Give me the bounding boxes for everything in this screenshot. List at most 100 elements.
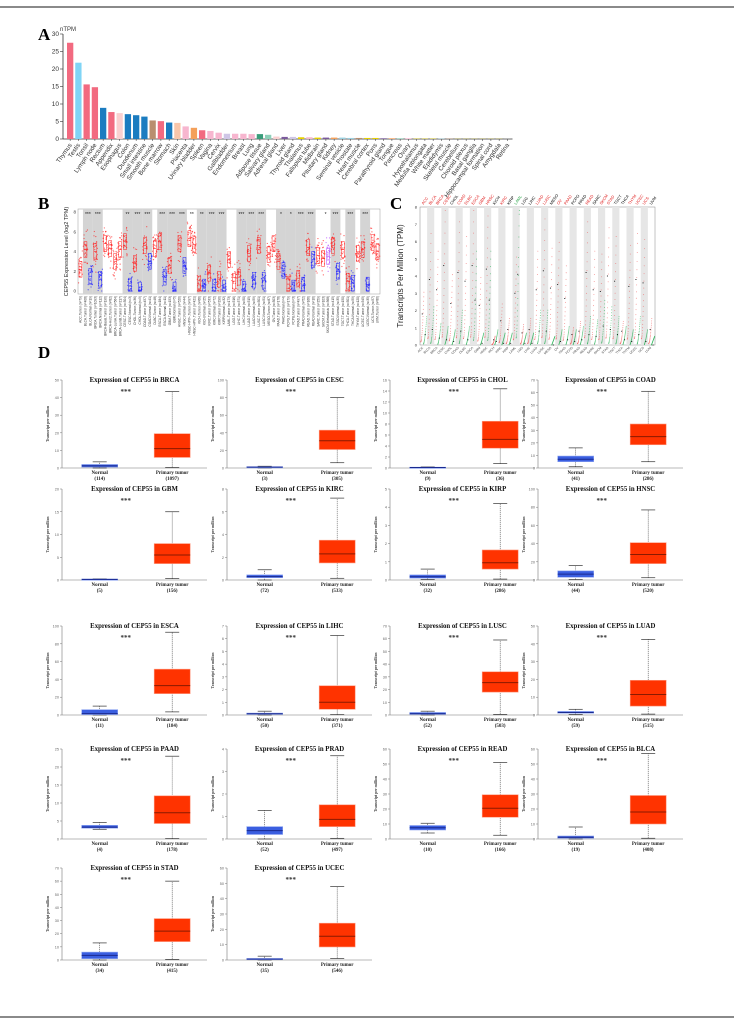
tumor-point bbox=[534, 334, 536, 335]
tumor-box bbox=[629, 423, 667, 446]
tumor-point bbox=[564, 326, 565, 328]
y-tick-label: 0 bbox=[222, 714, 224, 718]
tumor-point bbox=[628, 321, 630, 323]
pair-shading bbox=[360, 209, 371, 294]
significance-marker: *** bbox=[286, 388, 297, 396]
data-point bbox=[257, 248, 260, 251]
y-tick-label: 0 bbox=[55, 136, 59, 143]
tumor-point bbox=[421, 338, 422, 340]
group-label: LGG.Tumor (n=516) bbox=[232, 296, 236, 325]
pair-shading bbox=[276, 209, 286, 294]
data-point bbox=[115, 254, 117, 256]
normal-point bbox=[624, 337, 625, 339]
bar-vagina bbox=[207, 130, 214, 139]
tumor-point bbox=[436, 314, 438, 316]
tumor-point bbox=[430, 252, 432, 254]
data-point bbox=[202, 285, 204, 287]
data-point bbox=[170, 255, 173, 258]
tumor-point bbox=[644, 238, 646, 240]
normal-point bbox=[467, 336, 469, 338]
tumor-point bbox=[578, 339, 580, 341]
data-point bbox=[164, 281, 166, 283]
tumor-point bbox=[437, 258, 439, 260]
y-tick-label: 2 bbox=[73, 269, 76, 274]
normal-point bbox=[439, 335, 440, 337]
tumor-group-label: Primary tumor bbox=[156, 963, 189, 968]
tumor-sample-count: (520) bbox=[643, 589, 654, 594]
normal-point bbox=[546, 328, 548, 330]
data-point bbox=[372, 246, 374, 248]
column-shading bbox=[498, 207, 506, 345]
data-point bbox=[108, 256, 110, 259]
data-point bbox=[351, 279, 353, 281]
data-point bbox=[208, 271, 210, 274]
y-tick-label: 50 bbox=[531, 763, 535, 767]
tumor-point bbox=[543, 259, 545, 261]
data-point bbox=[173, 285, 175, 288]
normal-point bbox=[617, 326, 619, 328]
y-tick-label: 5 bbox=[55, 119, 59, 126]
data-point bbox=[263, 269, 266, 272]
tumor-point bbox=[551, 247, 553, 249]
normal-point bbox=[432, 315, 434, 316]
tumor-point bbox=[628, 296, 630, 298]
data-point bbox=[220, 274, 222, 276]
tumor-point bbox=[421, 337, 423, 339]
panel-label-d: D bbox=[38, 343, 50, 362]
data-point bbox=[282, 275, 284, 277]
tumor-point bbox=[573, 326, 574, 328]
group-label: DLBC.Tumor (n=48) bbox=[153, 296, 157, 325]
tumor-point bbox=[423, 291, 425, 293]
y-tick-label: 15 bbox=[52, 84, 60, 91]
tumor-box bbox=[481, 671, 519, 693]
y-axis-title: Transcript per million bbox=[46, 405, 50, 442]
tumor-point bbox=[543, 304, 544, 306]
normal-point bbox=[440, 322, 442, 324]
tumor-point bbox=[442, 329, 444, 331]
group-label: ESCA.Tumor (n=184) bbox=[158, 296, 162, 327]
normal-group-label: Normal bbox=[92, 471, 109, 476]
y-tick-label: 3 bbox=[415, 291, 418, 296]
tumor-point bbox=[629, 269, 631, 271]
normal-point bbox=[446, 334, 448, 336]
tumor-point bbox=[621, 339, 622, 341]
tumor-point bbox=[593, 310, 594, 312]
data-point bbox=[192, 234, 194, 236]
group-label: SARC.Tumor (n=259) bbox=[316, 296, 320, 327]
tumor-point bbox=[472, 253, 474, 255]
normal-point bbox=[631, 336, 633, 338]
tumor-point bbox=[544, 239, 546, 241]
data-point bbox=[262, 277, 264, 279]
tumor-point bbox=[464, 299, 466, 300]
data-point bbox=[332, 233, 335, 235]
tumor-group-label: Primary tumor bbox=[321, 842, 354, 847]
y-tick-label: 0 bbox=[385, 714, 387, 718]
tumor-point bbox=[635, 322, 637, 324]
normal-point bbox=[611, 315, 612, 316]
normal-point bbox=[474, 313, 476, 315]
significance-marker: * bbox=[280, 212, 282, 218]
tumor-point bbox=[428, 326, 430, 328]
tumor-point bbox=[543, 298, 545, 300]
tumor-point bbox=[606, 312, 608, 314]
data-point bbox=[282, 265, 284, 267]
data-point bbox=[83, 234, 85, 236]
y-tick-label: 50 bbox=[55, 893, 59, 897]
normal-point bbox=[539, 322, 541, 324]
data-point bbox=[140, 286, 142, 288]
tumor-point bbox=[457, 311, 459, 312]
normal-point bbox=[489, 298, 491, 300]
data-point bbox=[145, 241, 147, 243]
tumor-point bbox=[477, 338, 479, 340]
tumor-point bbox=[470, 336, 472, 338]
normal-point bbox=[546, 326, 548, 328]
data-point bbox=[334, 260, 336, 263]
group-box bbox=[242, 280, 246, 292]
data-point bbox=[340, 247, 342, 249]
normal-point bbox=[547, 315, 548, 316]
data-point bbox=[338, 277, 340, 279]
tumor-point bbox=[557, 306, 559, 308]
data-point bbox=[104, 255, 106, 258]
y-axis-title: Transcript per million bbox=[46, 775, 50, 812]
normal-point bbox=[545, 334, 547, 336]
